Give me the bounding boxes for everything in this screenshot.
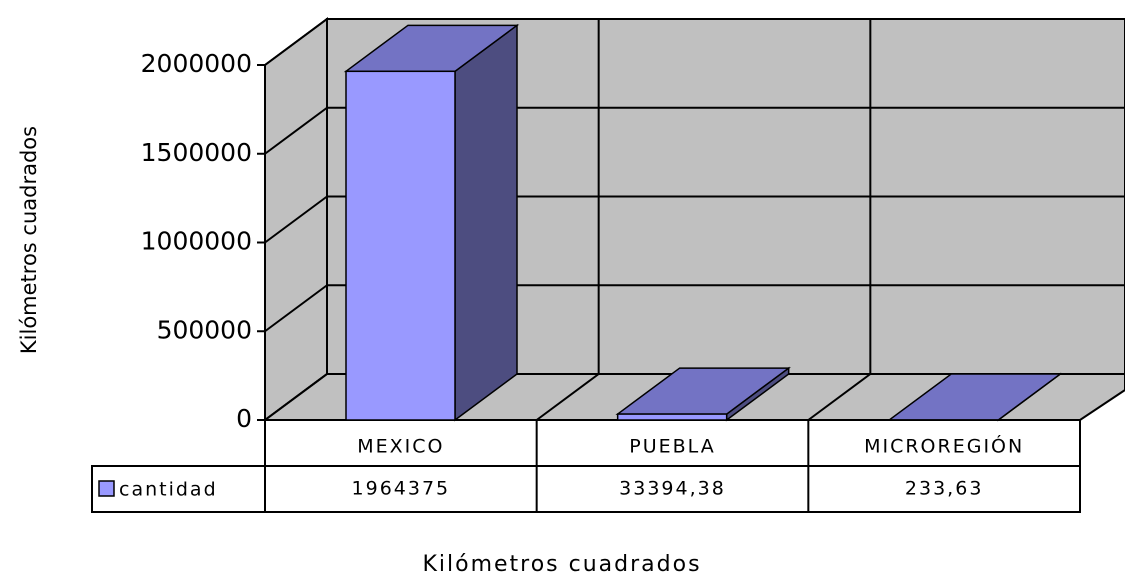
legend-swatch [98, 480, 115, 497]
y-tick-label: 1000000 [141, 227, 252, 256]
grid-line [264, 373, 328, 421]
floor-divider [536, 373, 600, 421]
value-label: 233,63 [905, 478, 983, 500]
y-tick-label: 0 [236, 404, 252, 433]
grid-line [264, 195, 328, 244]
y-tick-label: 1500000 [141, 138, 252, 167]
category-label: MEXICO [357, 436, 444, 458]
x-axis-title: Kilómetros cuadrados [422, 552, 701, 577]
grid-line [264, 284, 328, 333]
value-label: 1964375 [352, 478, 451, 500]
y-axis-title: Kilómetros cuadrados [17, 126, 41, 354]
y-tick-label: 2000000 [141, 49, 252, 78]
floor-divider [807, 373, 871, 421]
y-tick-label: 500000 [157, 315, 252, 344]
category-label: PUEBLA [629, 436, 715, 458]
value-label: 33394,38 [619, 478, 726, 500]
grid-line [264, 106, 328, 155]
category-label: MICROREGIÓN [864, 434, 1024, 458]
bar [345, 70, 456, 421]
legend-cell [91, 465, 266, 513]
bar-side [454, 23, 518, 422]
grid-line [264, 18, 328, 66]
legend-label: cantidad [119, 479, 218, 501]
bar [616, 413, 728, 421]
